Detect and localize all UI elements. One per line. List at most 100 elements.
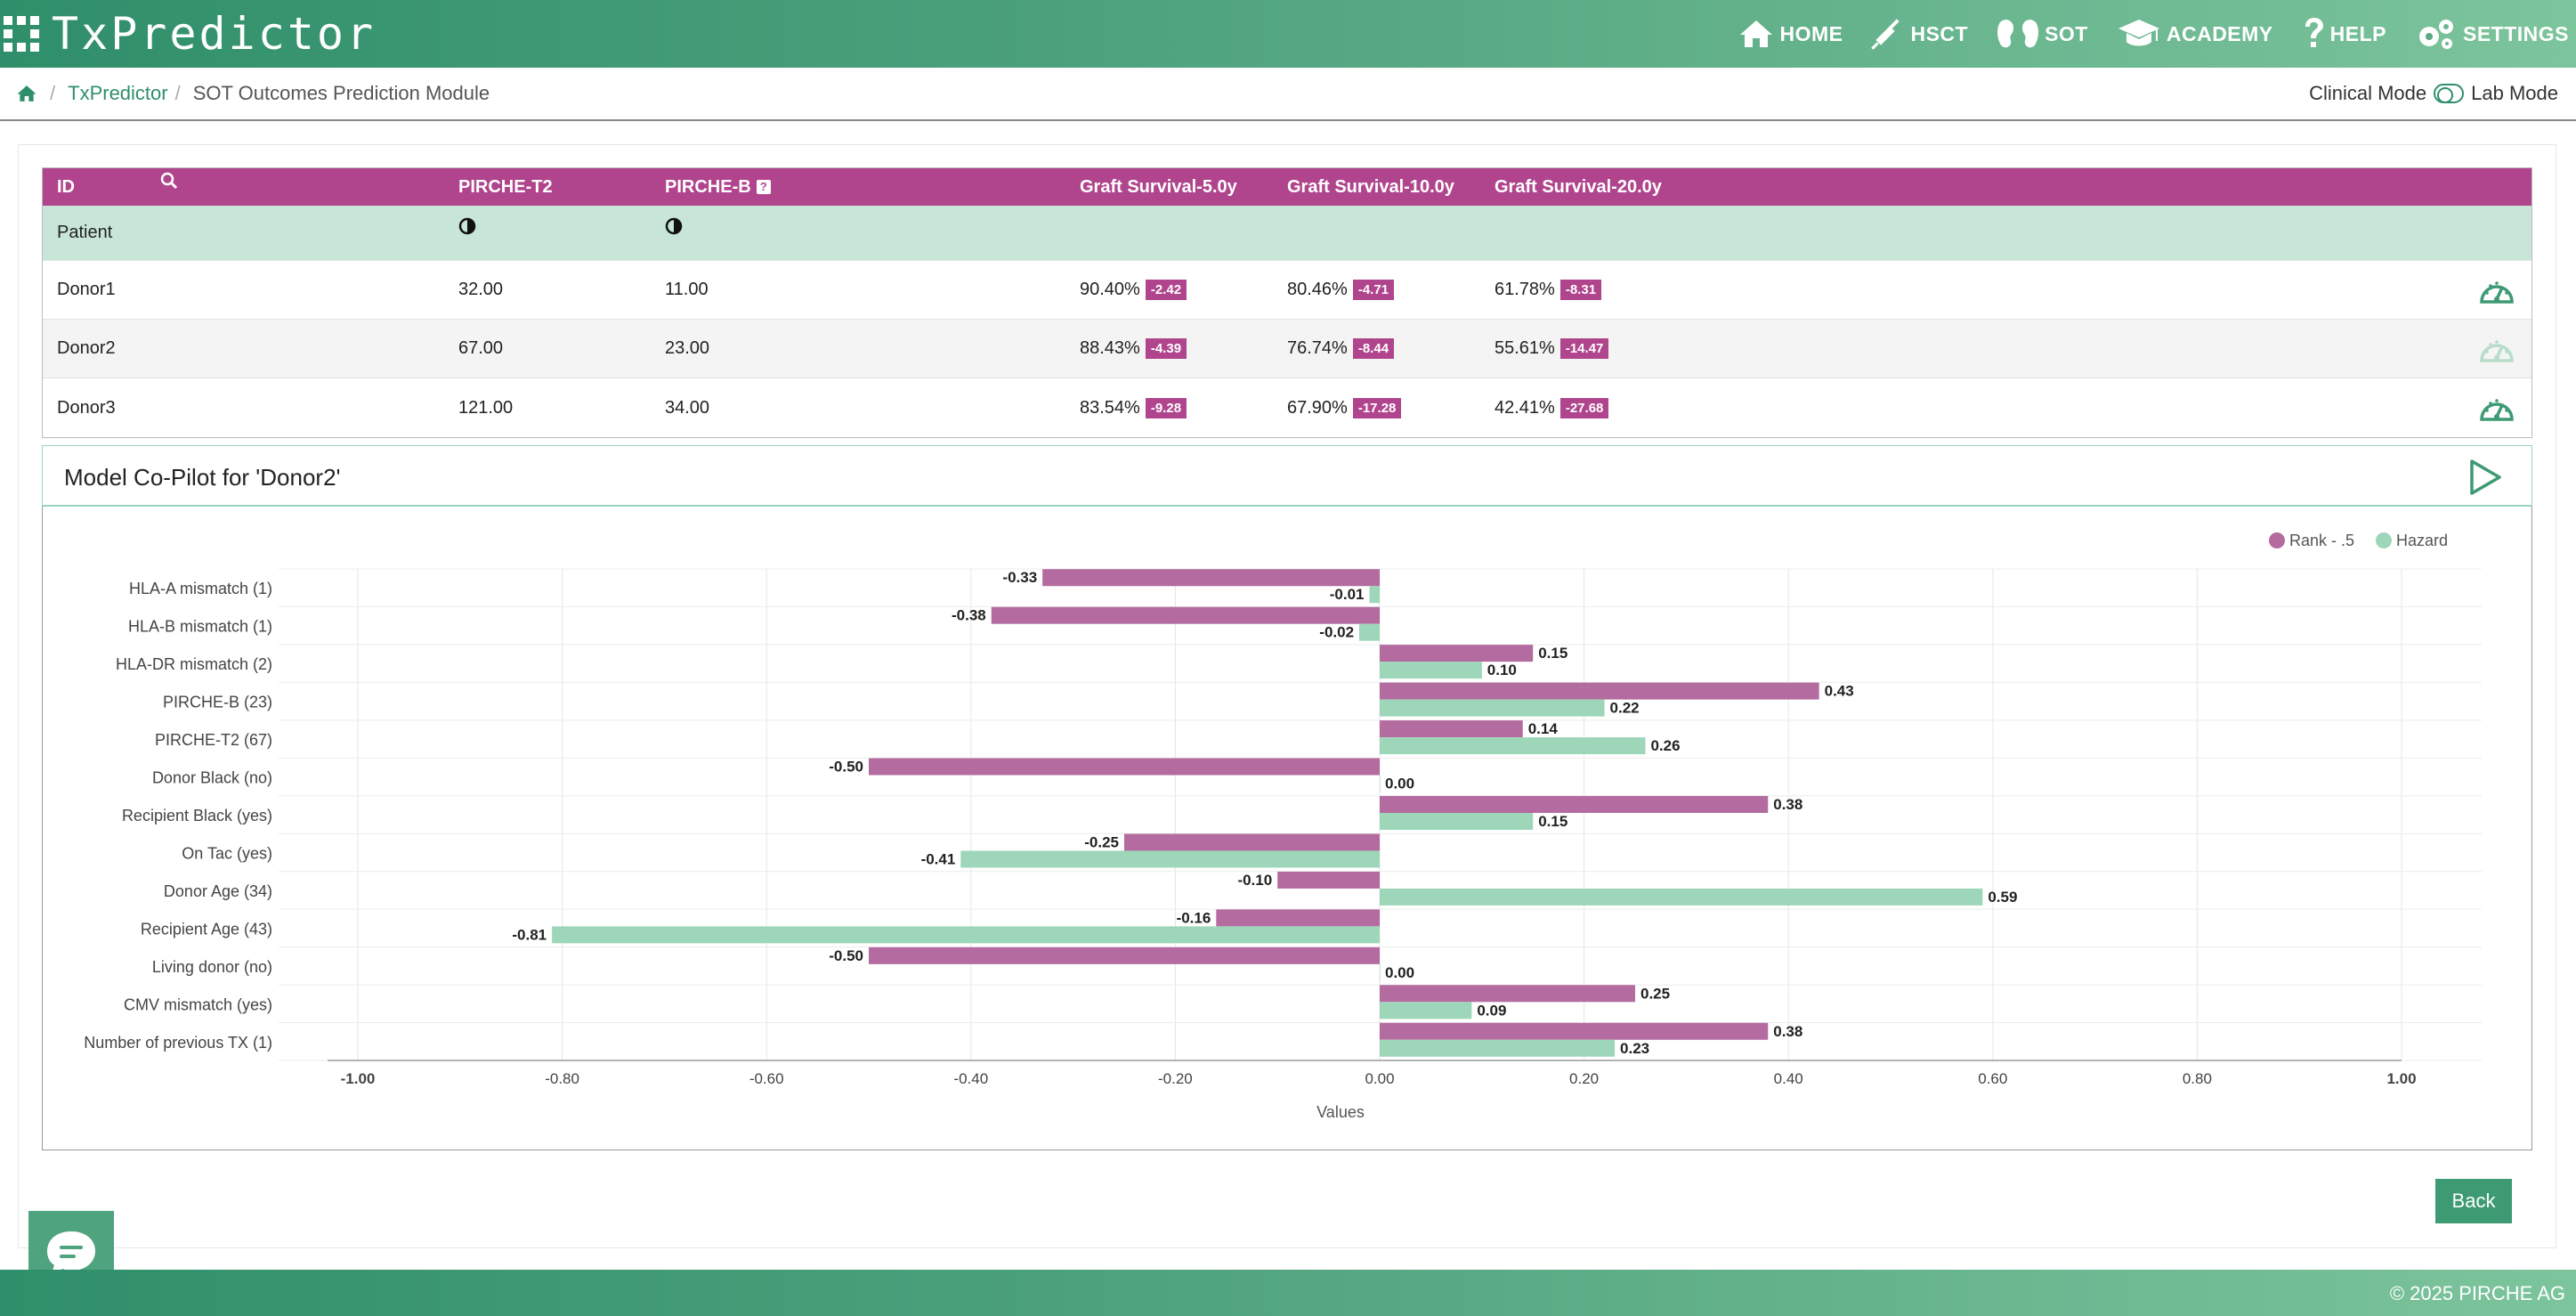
header-gs20[interactable]: Graft Survival-20.0y <box>1495 176 1662 197</box>
header-id-label: ID <box>57 176 75 197</box>
data-label: 0.15 <box>1538 813 1567 830</box>
data-label: -0.81 <box>512 926 547 943</box>
search-icon[interactable] <box>160 172 178 190</box>
bar-rank <box>1380 796 1769 813</box>
delta-badge: -17.28 <box>1352 397 1402 418</box>
tick-label: -1.00 <box>341 1070 376 1087</box>
nav-sot-label: SOT <box>2045 21 2088 45</box>
legend-label: Hazard <box>2396 532 2448 549</box>
patient-row: Patient <box>43 206 2531 261</box>
contrast-icon[interactable] <box>665 199 683 253</box>
table-row[interactable]: Donor2 67.00 23.00 88.43% -4.39 76.74% -8.… <box>43 320 2531 378</box>
nav-home-label: HOME <box>1779 21 1843 45</box>
table-row[interactable]: Donor3 121.00 34.00 83.54% -9.28 67.90% -1… <box>43 378 2531 437</box>
tick-label: 1.00 <box>2386 1070 2416 1087</box>
gauge-icon[interactable] <box>2478 320 2515 378</box>
play-icon[interactable] <box>2467 459 2503 500</box>
header-id[interactable]: ID <box>57 168 178 206</box>
bar-rank <box>1380 682 1819 700</box>
nav-hsct[interactable]: HSCT <box>1871 17 1968 51</box>
grid-logo-icon <box>4 16 39 52</box>
contrast-icon[interactable] <box>458 199 476 253</box>
gs5-cell: 88.43% -4.39 <box>1080 320 1187 378</box>
category-label: Recipient Black (yes) <box>122 807 272 825</box>
nav-home[interactable]: HOME <box>1738 19 1843 49</box>
mode-toggle[interactable] <box>2434 84 2465 103</box>
category-label: Donor Age (34) <box>164 882 272 900</box>
copilot-chart: HLA-A mismatch (1) -0.33 -0.01 HLA-B mismat… <box>42 506 2532 1150</box>
pirche-b-value: 34.00 <box>665 397 710 418</box>
x-axis-label: Values <box>1316 1103 1365 1121</box>
bar-hazard <box>1380 737 1646 755</box>
bar-rank <box>1380 720 1523 738</box>
delta-badge: -8.44 <box>1352 338 1395 359</box>
bar-rank <box>1277 871 1380 889</box>
tick-label: -0.60 <box>749 1070 784 1087</box>
data-label: 0.14 <box>1528 720 1559 737</box>
graduation-cap-icon <box>2118 20 2159 46</box>
brand-logo[interactable]: TxPredictor <box>4 7 376 61</box>
delta-badge: -4.39 <box>1145 338 1187 359</box>
bar-hazard <box>960 850 1380 868</box>
header-gs5[interactable]: Graft Survival-5.0y <box>1080 176 1237 197</box>
header-gs10[interactable]: Graft Survival-10.0y <box>1287 176 1454 197</box>
table-header: ID PIRCHE-T2 PIRCHE-B ? Graft Survival-5… <box>43 168 2531 206</box>
header-pirche-b[interactable]: PIRCHE-B ? <box>665 168 771 206</box>
tick-label: -0.80 <box>545 1070 579 1087</box>
home-icon[interactable] <box>16 85 37 102</box>
category-label: Recipient Age (43) <box>141 920 272 938</box>
nav-help[interactable]: HELP <box>2302 17 2386 51</box>
breadcrumb-current: SOT Outcomes Prediction Module <box>192 82 490 104</box>
kidney-icon <box>1997 20 2039 48</box>
bar-rank <box>1380 1022 1769 1040</box>
donor-id: Donor1 <box>57 280 116 299</box>
data-label: 0.23 <box>1620 1040 1649 1057</box>
pirche-t2-value: 67.00 <box>458 338 504 358</box>
brand-name: TxPredictor <box>52 8 377 60</box>
back-button[interactable]: Back <box>2435 1179 2512 1223</box>
breadcrumb-txpredictor[interactable]: TxPredictor <box>68 82 168 104</box>
gs20-value: 42.41% <box>1495 397 1555 418</box>
tick-label: 0.40 <box>1774 1070 1803 1087</box>
gs10-value: 76.74% <box>1287 338 1348 358</box>
legend-swatch <box>2376 532 2392 548</box>
copyright: © 2025 PIRCHE AG <box>2389 1282 2565 1304</box>
tick-label: 0.60 <box>1978 1070 2007 1087</box>
tick-label: -0.20 <box>1158 1070 1193 1087</box>
header-pirche-t2[interactable]: PIRCHE-T2 <box>458 176 553 197</box>
category-label: Living donor (no) <box>152 958 272 976</box>
nav-settings[interactable]: SETTINGS <box>2415 17 2569 51</box>
pirche-t2-value: 32.00 <box>458 280 504 299</box>
bar-rank <box>1042 569 1380 587</box>
tick-label: 0.20 <box>1569 1070 1599 1087</box>
gs5-cell: 90.40% -2.42 <box>1080 261 1187 319</box>
gauge-icon[interactable] <box>2478 261 2515 319</box>
clinical-mode-label: Clinical Mode <box>2309 82 2427 104</box>
gs5-value: 83.54% <box>1080 397 1140 418</box>
table-row[interactable]: Donor1 32.00 11.00 90.40% -2.42 80.46% -4.… <box>43 261 2531 320</box>
bar-hazard <box>552 926 1380 944</box>
data-label: -0.33 <box>1002 569 1037 586</box>
bar-hazard <box>1359 623 1380 641</box>
data-label: -0.50 <box>829 759 863 776</box>
data-label: 0.38 <box>1773 1023 1802 1040</box>
pirche-b-value: 11.00 <box>665 280 709 299</box>
nav-sot[interactable]: SOT <box>1997 17 2088 51</box>
category-label: On Tac (yes) <box>182 844 272 862</box>
gs20-value: 55.61% <box>1495 338 1555 358</box>
data-label: -0.41 <box>921 850 956 867</box>
data-label: -0.02 <box>1319 624 1354 641</box>
delta-badge: -2.42 <box>1145 280 1187 300</box>
nav-academy[interactable]: ACADEMY <box>2117 18 2273 50</box>
bar-hazard <box>1380 1002 1472 1019</box>
data-label: 0.26 <box>1650 737 1680 754</box>
bar-hazard <box>1369 586 1380 604</box>
tick-label: 0.80 <box>2183 1070 2212 1087</box>
gs20-cell: 42.41% -27.68 <box>1495 378 1609 437</box>
help-square-icon[interactable]: ? <box>756 180 771 194</box>
legend-label: Rank - .5 <box>2289 532 2354 549</box>
donor-id: Donor2 <box>57 338 116 358</box>
gauge-icon[interactable] <box>2478 378 2515 437</box>
nav-help-label: HELP <box>2329 21 2386 45</box>
bar-rank <box>869 946 1380 964</box>
